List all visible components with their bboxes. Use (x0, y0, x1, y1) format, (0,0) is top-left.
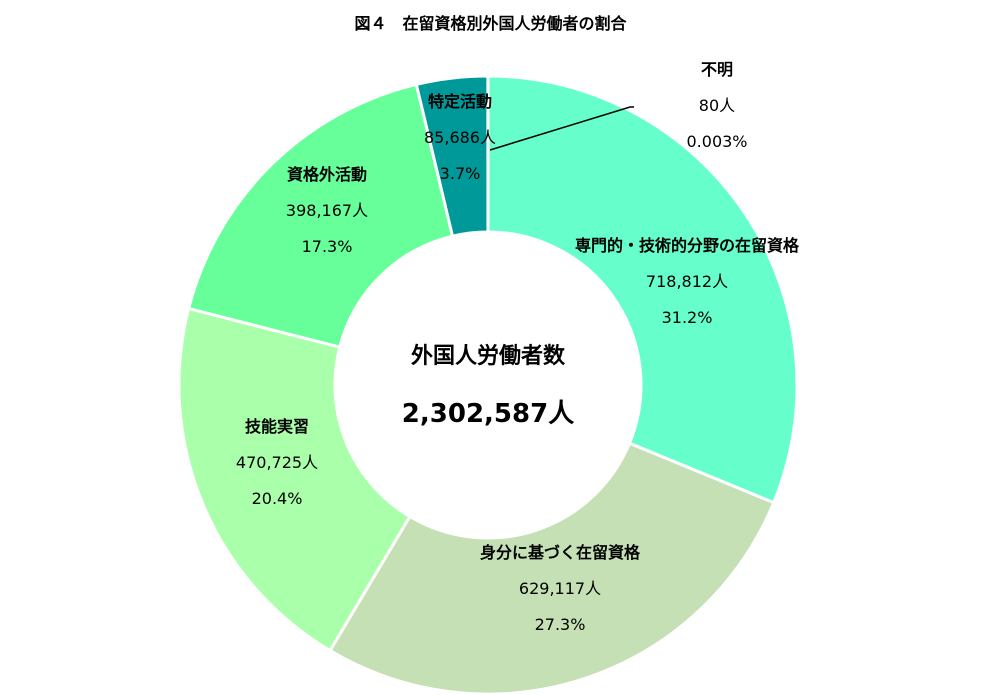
slice-percent: 20.4% (251, 489, 303, 508)
slice-name: 技能実習 (244, 417, 310, 436)
slice-percent: 0.003% (686, 132, 748, 151)
slice-percent: 27.3% (534, 615, 586, 634)
slice-0 (486, 74, 799, 505)
slice-name: 専門的・技術的分野の在留資格 (574, 236, 800, 255)
label-slice-1: 身分に基づく在留資格 629,117人 27.3% (480, 535, 640, 643)
slice-percent: 3.7% (439, 164, 481, 183)
slice-name: 資格外活動 (286, 165, 368, 184)
chart-title: 図４ 在留資格別外国人労働者の割合 (354, 14, 627, 33)
slice-value: 85,686人 (424, 128, 496, 147)
slice-value: 470,725人 (235, 453, 319, 472)
slice-value: 718,812人 (645, 272, 729, 291)
slice-name: 身分に基づく在留資格 (479, 543, 641, 562)
slice-2 (177, 306, 412, 653)
center-value: 2,302,587人 (401, 399, 575, 429)
slice-name: 特定活動 (427, 92, 492, 111)
label-slice-2: 技能実習 470,725人 20.4% (236, 409, 318, 517)
leader-line-slice-5 (489, 106, 634, 151)
label-slice-4: 特定活動 85,686人 3.7% (424, 84, 496, 192)
label-slice-3: 資格外活動 398,167人 17.3% (286, 157, 368, 265)
slice-value: 398,167人 (285, 201, 369, 220)
slice-value: 629,117人 (518, 579, 602, 598)
slice-percent: 17.3% (301, 237, 353, 256)
slice-3 (186, 82, 455, 349)
slice-name: 不明 (700, 60, 734, 79)
slice-1 (327, 441, 776, 695)
slice-percent: 31.2% (661, 308, 713, 327)
label-slice-5: 不明 80人 0.003% (686, 52, 747, 160)
label-slice-0: 専門的・技術的分野の在留資格 718,812人 31.2% (575, 228, 799, 336)
center-label: 外国人労働者数 (410, 344, 566, 369)
slice-value: 80人 (698, 96, 736, 115)
